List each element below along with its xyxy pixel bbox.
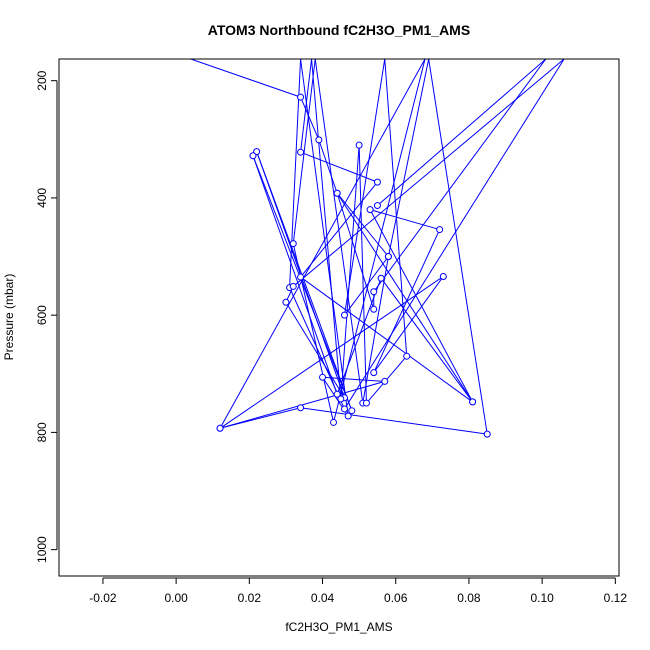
data-point bbox=[297, 148, 305, 156]
data-point bbox=[381, 377, 389, 385]
series-line-segment bbox=[300, 276, 473, 403]
data-point bbox=[362, 399, 370, 407]
x-tick-label: 0.04 bbox=[311, 591, 335, 605]
data-point bbox=[340, 311, 348, 319]
series-line-segment bbox=[373, 276, 444, 373]
chart-title: ATOM3 Northbound fC2H3O_PM1_AMS bbox=[208, 22, 470, 38]
series-line-segment bbox=[369, 209, 474, 403]
series-line-segment bbox=[252, 155, 338, 395]
data-point bbox=[373, 178, 381, 186]
data-point bbox=[373, 202, 381, 210]
series-line-segment bbox=[369, 209, 440, 231]
series-line-segment bbox=[336, 192, 474, 403]
series-line-segment bbox=[314, 59, 364, 404]
data-point bbox=[370, 288, 378, 296]
y-axis-label: Pressure (mbar) bbox=[2, 274, 16, 361]
series-line-segment bbox=[300, 59, 313, 153]
data-point bbox=[289, 282, 297, 290]
data-point bbox=[403, 352, 411, 360]
series-line-segment bbox=[252, 155, 353, 411]
data-point bbox=[297, 93, 305, 101]
data-point bbox=[297, 273, 305, 281]
series-line-segment bbox=[292, 59, 565, 287]
data-point bbox=[384, 253, 392, 261]
series-line-segment bbox=[300, 181, 378, 278]
x-axis-label: fC2H3O_PM1_AMS bbox=[285, 620, 392, 634]
series-line-segment bbox=[300, 407, 488, 435]
data-point bbox=[249, 152, 257, 160]
x-tick-label: 0.06 bbox=[384, 591, 408, 605]
data-point bbox=[319, 373, 327, 381]
plot-frame bbox=[58, 58, 620, 577]
series-line-segment bbox=[292, 59, 316, 244]
x-tick-label: 0.00 bbox=[164, 591, 188, 605]
y-tick-label: 1000 bbox=[35, 536, 49, 563]
data-point bbox=[370, 305, 378, 313]
x-axis: -0.02 0.00 0.02 0.04 0.06 0.08 0.10 0.12 bbox=[89, 577, 628, 605]
x-tick-label: -0.02 bbox=[89, 591, 117, 605]
data-point bbox=[333, 189, 341, 197]
series-line-segment bbox=[285, 301, 345, 399]
series-line-segment bbox=[318, 139, 338, 194]
series-line-segment bbox=[311, 59, 342, 400]
data-point bbox=[216, 424, 224, 432]
series-line-segment bbox=[333, 59, 426, 423]
x-tick-label: 0.10 bbox=[530, 591, 554, 605]
y-axis: 200 400 600 800 1000 bbox=[35, 70, 58, 563]
series-line-segment bbox=[300, 151, 378, 183]
data-point bbox=[297, 404, 305, 412]
data-point bbox=[344, 412, 352, 420]
series-line-segment bbox=[362, 256, 389, 404]
series-line-segment bbox=[377, 59, 547, 206]
series-line-segment bbox=[373, 59, 547, 293]
x-tick-label: 0.08 bbox=[457, 591, 481, 605]
series-line-segment bbox=[380, 277, 473, 403]
x-tick-label: 0.12 bbox=[604, 591, 628, 605]
data-point bbox=[366, 206, 374, 214]
x-tick-label: 0.02 bbox=[238, 591, 262, 605]
data-point bbox=[333, 390, 341, 398]
series-line-segment bbox=[428, 59, 488, 435]
series-line-segment bbox=[190, 59, 301, 98]
series-line-segment bbox=[256, 151, 353, 411]
data-point bbox=[348, 407, 356, 415]
data-point bbox=[289, 240, 297, 248]
data-point bbox=[370, 369, 378, 377]
series-line-segment bbox=[340, 145, 360, 400]
series-line-segment bbox=[384, 59, 408, 357]
data-point bbox=[315, 136, 323, 144]
data-point bbox=[436, 226, 444, 234]
series-line-segment bbox=[300, 59, 349, 417]
y-tick-label: 200 bbox=[35, 70, 49, 90]
plot-layer bbox=[190, 59, 565, 438]
data-point bbox=[340, 405, 348, 413]
data-point bbox=[337, 395, 345, 403]
series-line-segment bbox=[336, 192, 389, 257]
data-point bbox=[330, 418, 338, 426]
y-tick-label: 400 bbox=[35, 188, 49, 208]
series-line-segment bbox=[343, 59, 386, 316]
data-point bbox=[483, 430, 491, 438]
series-line-segment bbox=[219, 407, 301, 429]
y-tick-label: 800 bbox=[35, 422, 49, 442]
data-point bbox=[439, 272, 447, 280]
series-line-segment bbox=[219, 59, 426, 429]
data-point bbox=[282, 298, 290, 306]
data-point bbox=[469, 398, 477, 406]
y-tick-label: 600 bbox=[35, 305, 49, 325]
series-line-segment bbox=[387, 59, 430, 257]
data-point bbox=[355, 141, 363, 149]
series-line-segment bbox=[300, 96, 320, 141]
series-line-segment bbox=[336, 193, 375, 310]
data-point bbox=[377, 274, 385, 282]
series-line-segment bbox=[344, 59, 565, 410]
